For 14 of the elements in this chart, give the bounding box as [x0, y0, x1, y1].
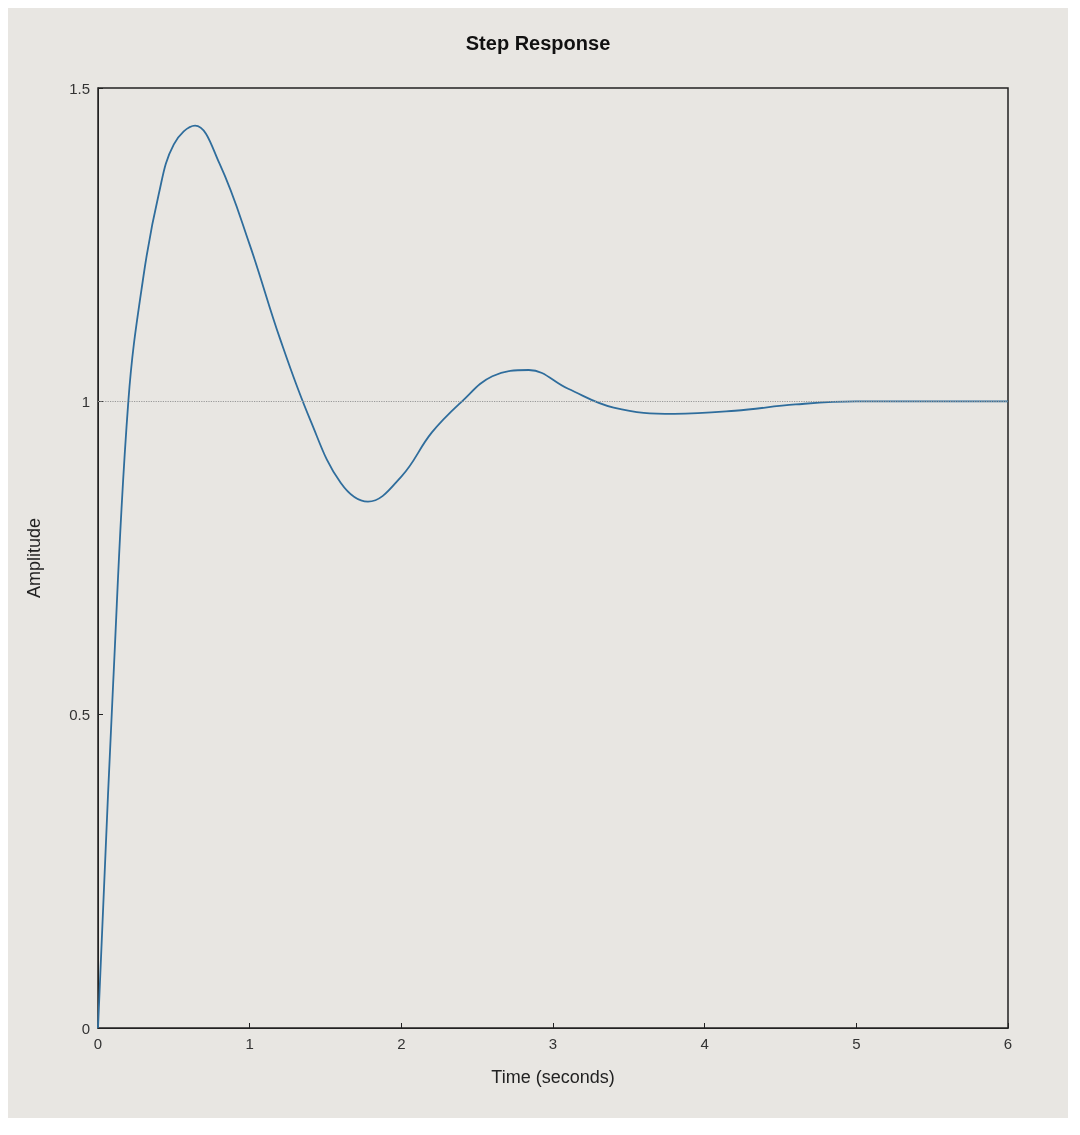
x-tick-label: 0: [93, 1035, 103, 1052]
x-tick-label: 2: [397, 1035, 406, 1052]
x-tick-label: 5: [852, 1035, 861, 1052]
y-tick-label: 1.5: [69, 79, 90, 97]
y-tick-label: 0.5: [69, 706, 90, 724]
y-tick-label: 1: [81, 392, 90, 410]
chart-title: Step Response: [465, 32, 611, 54]
x-tick-label: 4: [700, 1035, 709, 1052]
x-tick-label: 1: [245, 1035, 254, 1052]
y-tick-label: 0: [81, 1019, 90, 1037]
x-axis-title: Time (seconds): [491, 1067, 615, 1087]
y-axis-title: Amplitude: [24, 517, 44, 599]
x-tick-label: 6: [1003, 1035, 1013, 1052]
x-tick-label: 3: [548, 1035, 558, 1052]
